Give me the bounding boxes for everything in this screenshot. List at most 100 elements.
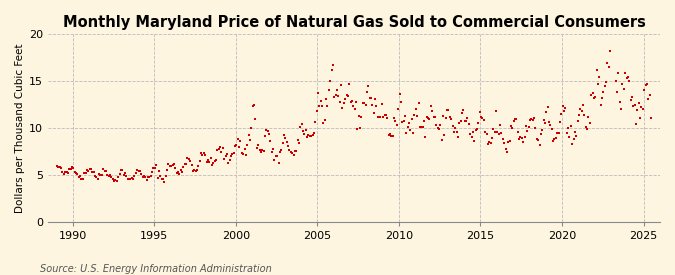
Point	[105, 173, 115, 178]
Point	[620, 71, 630, 75]
Point	[371, 104, 382, 108]
Point	[71, 171, 82, 176]
Point	[354, 126, 365, 130]
Point	[284, 148, 295, 152]
Point	[311, 109, 322, 113]
Point	[254, 148, 265, 152]
Point	[634, 116, 645, 120]
Point	[98, 167, 109, 171]
Point	[386, 134, 397, 138]
Point	[58, 172, 69, 176]
Point	[454, 121, 464, 125]
Point	[193, 164, 204, 168]
Point	[159, 180, 170, 185]
Point	[345, 100, 356, 104]
Point	[259, 148, 269, 153]
Point	[267, 149, 277, 154]
Point	[106, 175, 117, 179]
Point	[582, 127, 593, 131]
Point	[344, 82, 354, 86]
Point	[516, 136, 527, 141]
Point	[529, 116, 539, 120]
Point	[338, 101, 349, 105]
Point	[317, 104, 327, 108]
Point	[533, 138, 543, 142]
Point	[215, 145, 225, 150]
Point	[512, 129, 523, 134]
Point	[335, 83, 346, 87]
Point	[527, 117, 538, 122]
Point	[458, 107, 469, 112]
Point	[571, 133, 582, 138]
Point	[408, 130, 418, 135]
Point	[427, 108, 437, 113]
Point	[416, 125, 427, 129]
Point	[518, 139, 529, 144]
Point	[231, 142, 242, 147]
Point	[134, 169, 145, 173]
Point	[272, 154, 283, 158]
Point	[621, 75, 632, 80]
Point	[617, 82, 628, 86]
Point	[401, 130, 412, 135]
Point	[614, 99, 625, 104]
Point	[519, 135, 530, 139]
Point	[560, 105, 571, 110]
Point	[523, 124, 534, 129]
Point	[476, 114, 487, 119]
Point	[80, 171, 91, 175]
Point	[556, 112, 567, 116]
Point	[510, 117, 520, 122]
Point	[174, 172, 185, 176]
Point	[180, 162, 190, 166]
Point	[275, 150, 286, 154]
Point	[630, 122, 641, 126]
Point	[358, 101, 369, 105]
Point	[182, 156, 193, 160]
Point	[483, 142, 493, 146]
Point	[325, 79, 335, 84]
Point	[637, 107, 648, 111]
Point	[291, 149, 302, 153]
Point	[307, 133, 318, 138]
Point	[197, 153, 208, 157]
Point	[117, 168, 128, 173]
Point	[439, 133, 450, 137]
Point	[75, 174, 86, 179]
Point	[146, 170, 157, 174]
Point	[639, 88, 649, 92]
Point	[128, 177, 138, 182]
Point	[414, 125, 425, 129]
Point	[51, 163, 62, 168]
Point	[381, 113, 392, 117]
Point	[90, 174, 101, 178]
Point	[163, 161, 174, 166]
Point	[392, 123, 402, 127]
Point	[499, 141, 510, 146]
Point	[460, 119, 470, 123]
Point	[543, 120, 554, 125]
Point	[202, 157, 213, 162]
Point	[585, 121, 595, 126]
Point	[155, 174, 165, 178]
Point	[296, 122, 307, 126]
Point	[369, 111, 379, 115]
Point	[124, 177, 134, 181]
Point	[479, 117, 489, 122]
Point	[268, 146, 279, 151]
Point	[578, 102, 589, 107]
Point	[223, 161, 234, 165]
Point	[261, 128, 272, 133]
Point	[95, 173, 106, 177]
Point	[437, 114, 448, 118]
Point	[382, 116, 393, 120]
Point	[283, 144, 294, 148]
Point	[425, 104, 436, 108]
Point	[333, 94, 344, 98]
Point	[497, 137, 508, 142]
Point	[110, 178, 121, 183]
Point	[252, 143, 263, 147]
Point	[493, 132, 504, 136]
Point	[142, 175, 153, 179]
Point	[598, 90, 609, 94]
